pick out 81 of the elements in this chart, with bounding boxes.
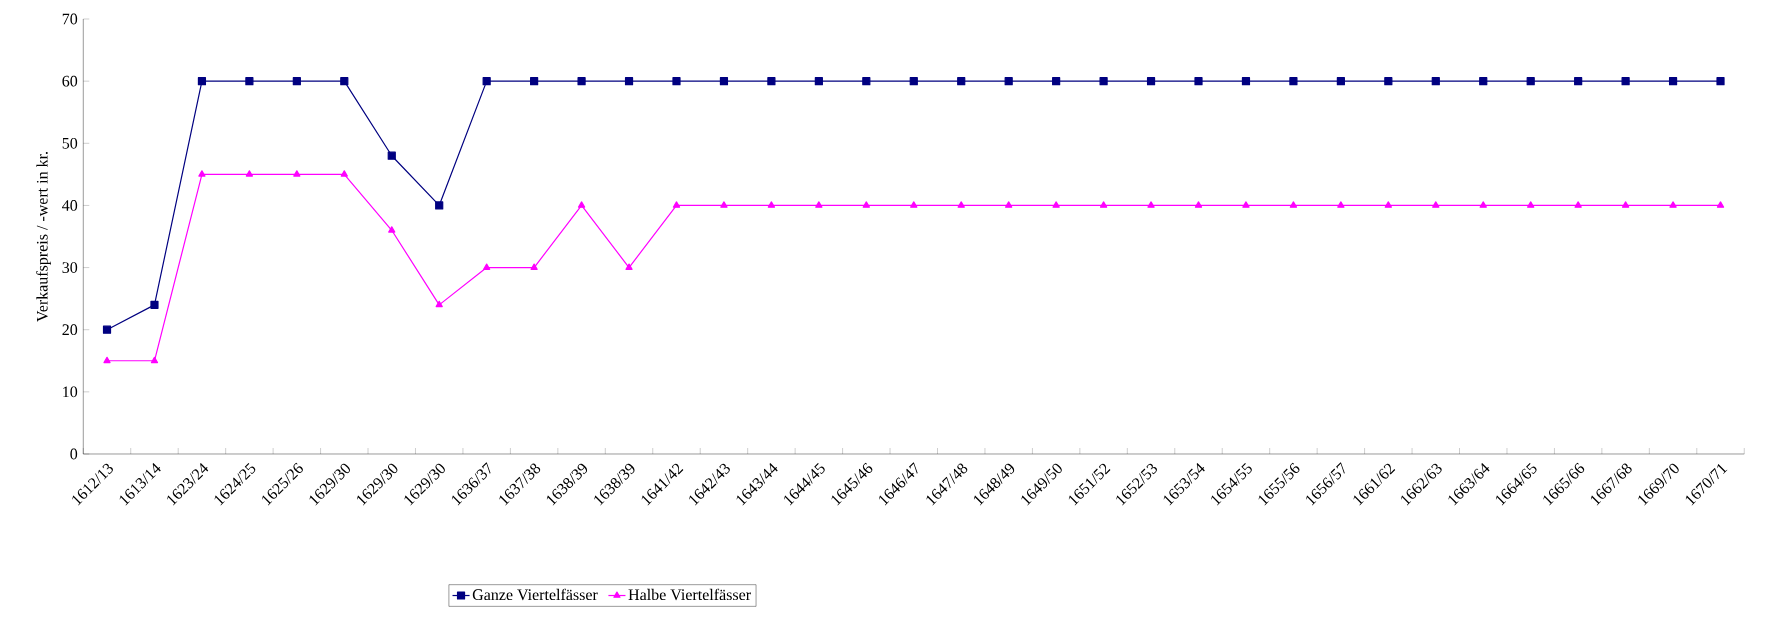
point [672,201,681,208]
point [530,263,538,270]
point [767,77,776,86]
point [1289,201,1298,208]
point [1621,77,1630,86]
point [909,77,918,86]
point [198,170,206,177]
point [862,201,870,208]
point [1242,201,1250,208]
y-tick-label: 10 [63,386,78,398]
point [815,201,823,208]
point [720,201,728,208]
point [1241,77,1251,86]
point [1194,77,1203,86]
point [625,263,633,270]
point [435,201,444,210]
point [1669,201,1677,208]
point [1432,201,1440,208]
point [1052,201,1060,208]
point [1574,77,1583,86]
point [1621,201,1630,208]
point [1479,77,1488,86]
point [340,170,348,177]
point [814,77,823,86]
point [435,300,443,308]
point [577,77,586,86]
point [1146,77,1156,86]
y-tick-label: 60 [62,75,78,87]
point [150,300,159,309]
point [1384,201,1392,208]
y-tick-label: 0 [70,448,78,460]
point [482,77,491,86]
point [197,77,207,86]
y-tick-label: 40 [62,200,78,211]
y-tick-label: 30 [62,262,78,273]
point [150,356,159,364]
point [910,201,918,208]
point [1526,77,1535,86]
point [1431,77,1440,86]
point [530,77,539,86]
point [1052,77,1061,86]
point [1005,201,1013,208]
point [862,77,871,86]
point [767,201,776,208]
point [577,201,586,208]
y-tick-label: 50 [62,137,78,149]
y-tick-label: 70 [62,13,78,25]
y-axis-title: Verkaufspreis / -wert in kr. [36,152,51,322]
point [1194,201,1203,208]
point [245,170,254,177]
point [1337,201,1345,208]
point [957,201,965,208]
point [1289,77,1298,86]
point [624,77,634,86]
point [1527,201,1535,208]
legend-label: Ganze Viertelfässer [472,588,598,601]
point [1574,201,1582,208]
point [1099,77,1108,86]
point [1099,201,1108,208]
point [957,77,966,86]
legend-label: Halbe Viertelfässer [628,588,751,601]
point [1147,201,1155,208]
point [1668,77,1678,86]
point [340,77,349,86]
point [245,77,254,86]
point [388,226,396,233]
point [1336,77,1345,86]
point [719,77,729,86]
point [1479,201,1487,208]
point [292,77,301,86]
point [102,325,112,334]
point [293,170,301,177]
point [387,151,396,160]
y-tick-label: 20 [62,324,78,336]
point [1716,77,1725,86]
point [672,77,681,86]
point [1004,77,1013,86]
point [1716,201,1725,208]
point [103,356,111,364]
point [483,263,491,270]
point [1384,77,1393,86]
